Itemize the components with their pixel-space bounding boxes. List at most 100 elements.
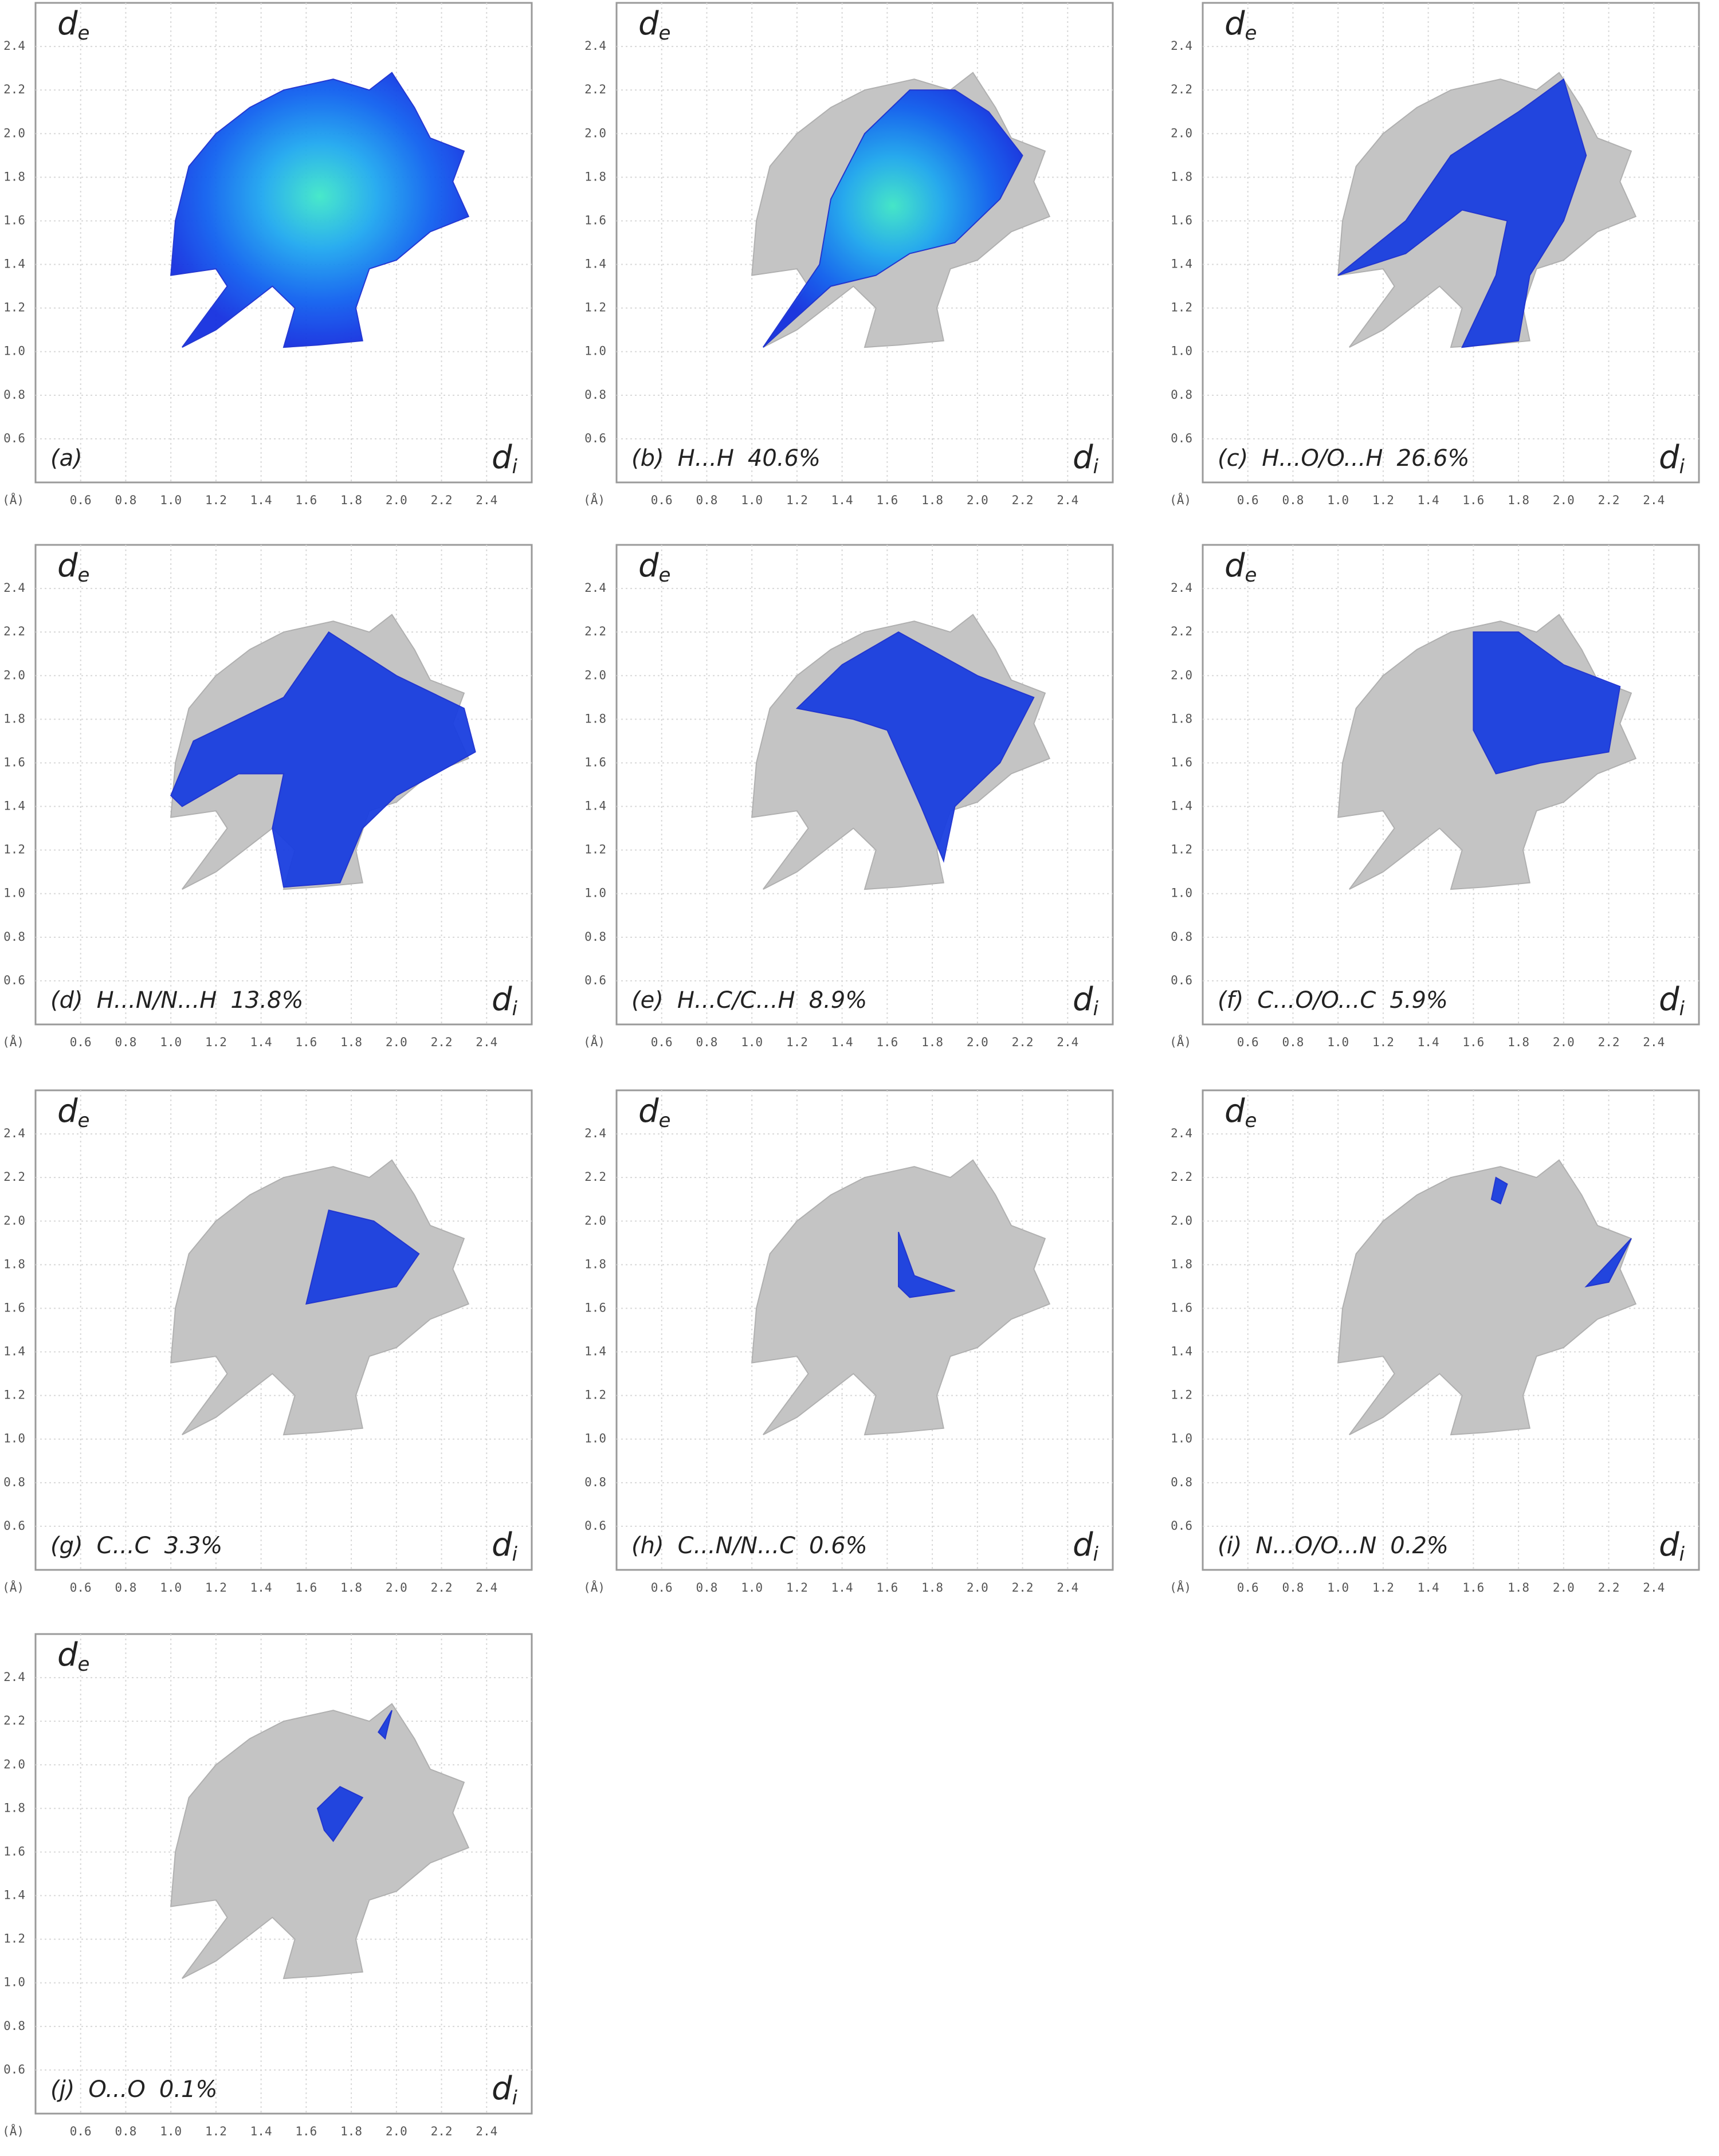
x-tick-label: 1.0 xyxy=(741,1581,763,1595)
panel-label: (d) H...N/N...H 13.8% xyxy=(50,987,303,1014)
x-tick-label: 0.8 xyxy=(115,493,136,507)
contact-region xyxy=(1473,631,1621,775)
contact-percent: 26.6% xyxy=(1396,445,1469,472)
y-tick-label: 0.8 xyxy=(584,1475,606,1489)
y-tick-label: 2.2 xyxy=(3,1170,25,1184)
y-tick-label: 2.2 xyxy=(3,83,25,96)
x-tick-label: 1.8 xyxy=(921,1581,943,1595)
y-tick-label: 2.0 xyxy=(584,668,606,682)
x-tick-label: 1.2 xyxy=(205,2124,227,2138)
x-axis-label-sub: i xyxy=(1093,1543,1099,1566)
x-tick-label: 0.8 xyxy=(1282,493,1304,507)
y-tick-label: 1.2 xyxy=(3,1388,25,1402)
y-tick-label: 1.0 xyxy=(3,344,25,358)
x-unit: (Å) xyxy=(583,1034,605,1049)
y-tick-label: 2.4 xyxy=(3,39,25,53)
x-tick-label: 1.8 xyxy=(340,493,362,507)
contact-type: H...O/O...H xyxy=(1262,445,1383,472)
y-tick-label: 1.6 xyxy=(3,1301,25,1314)
y-tick-label: 0.8 xyxy=(584,388,606,402)
y-tick-label: 1.2 xyxy=(3,301,25,315)
y-tick-label: 0.8 xyxy=(3,2019,25,2033)
fingerprint-panel: 0.6 0.8 1.0 1.2 1.4 1.6 1.8 2.0 2.2 2.4 0.6 0.8 1.0 1… xyxy=(1169,1089,1700,1595)
x-tick-label: 2.4 xyxy=(1643,1581,1665,1595)
y-axis-label: de xyxy=(638,547,670,586)
contact-percent: 0.1% xyxy=(159,2076,218,2103)
x-tick-label: 1.2 xyxy=(1372,1035,1394,1049)
x-tick-label: 1.8 xyxy=(340,1581,362,1595)
x-axis-label-sub: i xyxy=(512,2087,518,2110)
y-tick-label: 1.2 xyxy=(3,1932,25,1946)
x-tick-label: 1.4 xyxy=(831,1035,853,1049)
x-unit: (Å) xyxy=(2,2123,24,2138)
panel-letter: (h) xyxy=(631,1533,664,1559)
y-axis-label-main: d xyxy=(57,547,78,584)
y-tick-label: 2.2 xyxy=(3,1714,25,1727)
x-axis-label: di xyxy=(492,439,518,478)
panel-label: (a) xyxy=(50,445,83,472)
y-tick-label: 0.6 xyxy=(3,1519,25,1533)
x-tick-label: 1.4 xyxy=(831,493,853,507)
x-axis-label-main: d xyxy=(1659,439,1679,476)
panel-label: (e) H...C/C...H 8.9% xyxy=(631,987,867,1014)
y-tick-label: 2.0 xyxy=(584,1214,606,1227)
y-tick-label: 1.0 xyxy=(584,1432,606,1446)
y-tick-label: 1.4 xyxy=(3,1345,25,1358)
x-tick-label: 0.8 xyxy=(115,2124,136,2138)
panel-label: (i) N...O/O...N 0.2% xyxy=(1218,1533,1449,1559)
y-tick-label: 1.6 xyxy=(1171,1301,1192,1314)
fingerprint-panel: 0.6 0.8 1.0 1.2 1.4 1.6 1.8 2.0 2.2 2.4 0.6 0.8 1.0 1… xyxy=(583,2,1114,507)
x-tick-label: 2.2 xyxy=(431,2124,453,2138)
x-axis-label-main: d xyxy=(1659,1526,1679,1564)
y-tick-label: 2.4 xyxy=(1171,1126,1192,1140)
y-tick-label: 1.8 xyxy=(3,712,25,725)
x-tick-label: 0.8 xyxy=(696,1035,717,1049)
x-tick-label: 2.2 xyxy=(431,493,453,507)
y-tick-label: 2.2 xyxy=(1171,625,1192,638)
y-axis-label-sub: e xyxy=(659,1109,671,1132)
contact-region xyxy=(170,72,470,348)
y-tick-label: 1.4 xyxy=(1171,1345,1192,1358)
x-tick-label: 2.2 xyxy=(1598,493,1620,507)
x-tick-label: 0.8 xyxy=(1282,1581,1304,1595)
x-unit: (Å) xyxy=(583,492,605,507)
y-tick-label: 1.8 xyxy=(3,1257,25,1271)
x-axis-label-main: d xyxy=(492,1526,512,1564)
x-tick-label: 1.2 xyxy=(786,493,808,507)
x-tick-label: 2.4 xyxy=(476,1035,497,1049)
contact-region xyxy=(378,1710,393,1740)
x-tick-label: 1.6 xyxy=(1462,493,1484,507)
y-axis-label-sub: e xyxy=(659,564,671,587)
x-unit: (Å) xyxy=(1169,1034,1191,1049)
contact-region xyxy=(316,1786,364,1843)
y-axis-label-sub: e xyxy=(78,564,90,587)
y-axis-label-main: d xyxy=(1225,1093,1245,1130)
x-tick-label: 1.8 xyxy=(921,493,943,507)
total-fingerprint xyxy=(170,1703,470,1980)
x-axis-label: di xyxy=(492,2070,518,2109)
y-tick-label: 0.8 xyxy=(3,388,25,402)
y-axis-label: de xyxy=(1225,547,1257,586)
x-axis-label: di xyxy=(1073,1526,1099,1565)
x-tick-label: 2.2 xyxy=(431,1035,453,1049)
x-tick-label: 1.8 xyxy=(1508,1035,1529,1049)
y-tick-label: 0.8 xyxy=(1171,930,1192,944)
x-tick-label: 1.0 xyxy=(741,1035,763,1049)
contact-type: C...C xyxy=(97,1533,151,1559)
y-tick-label: 1.4 xyxy=(3,799,25,813)
y-axis-label-main: d xyxy=(57,1093,78,1130)
contact-percent: 13.8% xyxy=(230,987,303,1014)
x-tick-label: 2.0 xyxy=(967,1581,988,1595)
y-tick-label: 0.6 xyxy=(1171,1519,1192,1533)
y-axis-label: de xyxy=(1225,5,1257,44)
x-tick-label: 1.4 xyxy=(250,2124,272,2138)
x-tick-label: 2.4 xyxy=(1643,1035,1665,1049)
y-tick-label: 0.8 xyxy=(1171,388,1192,402)
fingerprint-panel: 0.6 0.8 1.0 1.2 1.4 1.6 1.8 2.0 2.2 2.4 0.6 0.8 1.0 1… xyxy=(2,1633,533,2138)
panel-letter: (a) xyxy=(50,445,83,472)
x-axis-label-main: d xyxy=(1073,981,1093,1018)
x-tick-label: 1.4 xyxy=(831,1581,853,1595)
y-axis-label: de xyxy=(638,5,670,44)
panel-label: (j) O...O 0.1% xyxy=(50,2076,217,2103)
